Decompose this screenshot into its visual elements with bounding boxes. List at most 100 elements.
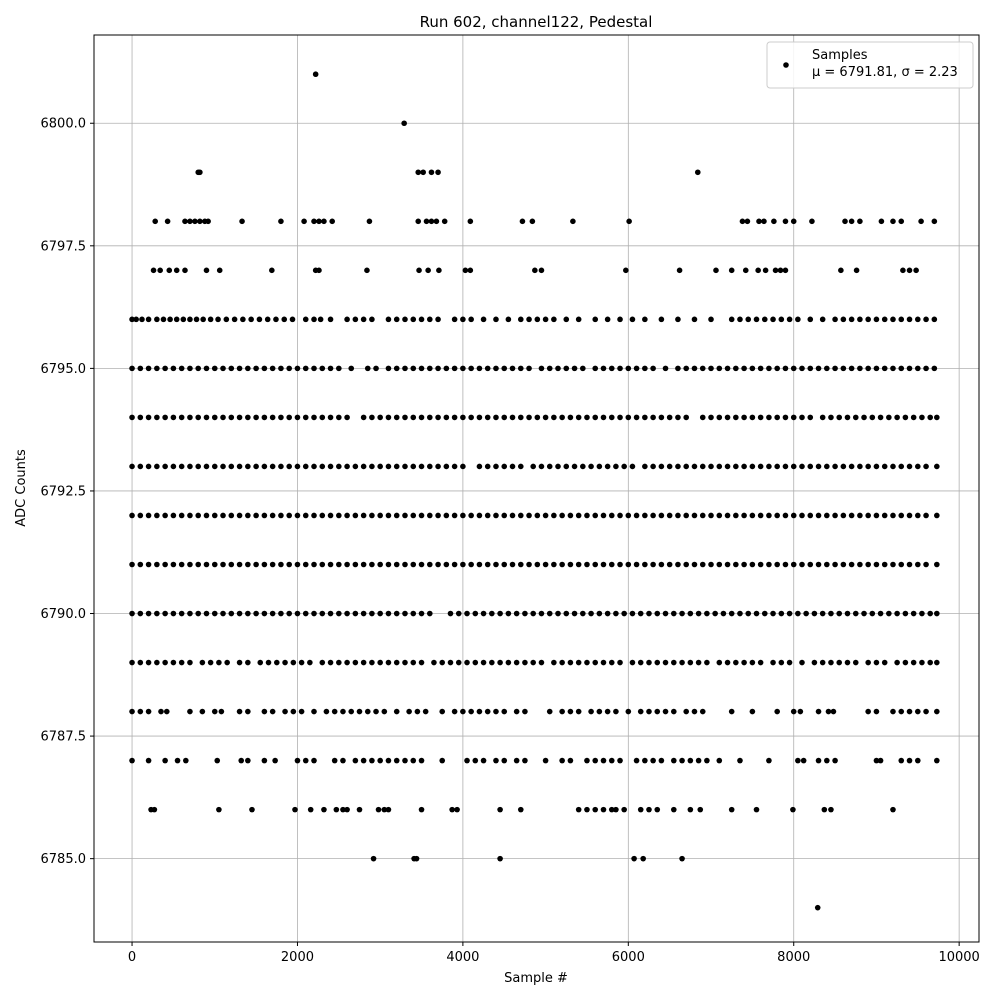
data-point [658, 757, 665, 764]
data-point [608, 512, 615, 519]
data-point [733, 365, 739, 372]
data-point [162, 610, 168, 617]
data-point [352, 463, 359, 470]
data-point [902, 414, 909, 421]
data-point [187, 561, 193, 568]
data-point [468, 512, 474, 519]
data-point [873, 659, 880, 666]
data-point [766, 757, 772, 764]
data-point [173, 316, 180, 323]
data-point [790, 463, 797, 470]
data-point [220, 463, 226, 470]
data-point [356, 806, 363, 813]
data-point [137, 561, 144, 568]
data-point [501, 365, 508, 372]
data-point [713, 267, 719, 274]
data-point [852, 414, 859, 421]
data-point [542, 414, 549, 421]
data-point [435, 169, 441, 176]
plot-frame [93, 34, 980, 943]
data-point [290, 659, 297, 666]
data-point [364, 708, 371, 715]
data-point [749, 512, 756, 519]
x-tick-label: 4000 [446, 950, 479, 965]
data-point [529, 218, 536, 225]
data-point [312, 71, 319, 78]
data-point [881, 463, 888, 470]
x-tick-label: 10000 [938, 950, 979, 965]
data-point [129, 316, 135, 323]
data-point [699, 463, 706, 470]
data-point [749, 659, 756, 666]
data-point [766, 561, 772, 568]
data-point [281, 316, 288, 323]
data-point [809, 218, 815, 225]
data-point [898, 218, 905, 225]
data-point [600, 365, 607, 372]
data-point [551, 512, 557, 519]
data-point [321, 218, 327, 225]
data-point [178, 659, 185, 666]
data-point [819, 610, 826, 617]
data-point [154, 561, 160, 568]
data-point [770, 610, 776, 617]
data-point [898, 512, 905, 519]
data-point [563, 463, 570, 470]
data-point [513, 659, 520, 666]
data-point [327, 463, 334, 470]
data-point [278, 365, 284, 372]
data-point [402, 414, 408, 421]
data-point [369, 610, 375, 617]
data-point [216, 659, 222, 666]
data-point [637, 708, 644, 715]
data-point [683, 512, 690, 519]
data-point [228, 610, 235, 617]
data-point [815, 463, 822, 470]
data-point [311, 561, 317, 568]
data-point [914, 757, 921, 764]
data-point [708, 316, 714, 323]
data-point [352, 610, 359, 617]
data-point [261, 561, 268, 568]
data-point [393, 316, 400, 323]
data-point [427, 414, 433, 421]
legend: Samples μ = 6791.81, σ = 2.23 [766, 41, 974, 89]
data-point [629, 610, 636, 617]
data-point [919, 414, 925, 421]
data-point [187, 659, 193, 666]
data-point [658, 414, 665, 421]
data-point [877, 414, 884, 421]
data-point [162, 414, 168, 421]
data-point [852, 610, 859, 617]
data-point [666, 463, 673, 470]
data-point [256, 316, 263, 323]
data-point [375, 806, 382, 813]
data-point [592, 365, 599, 372]
data-point [211, 365, 218, 372]
data-point [832, 463, 838, 470]
data-point [699, 414, 706, 421]
data-point [580, 610, 586, 617]
data-point [145, 708, 152, 715]
data-point [650, 757, 656, 764]
data-point [509, 512, 516, 519]
data-point [211, 512, 218, 519]
data-point [319, 365, 326, 372]
data-point [799, 659, 805, 666]
data-point [402, 463, 408, 470]
data-point [815, 708, 822, 715]
data-point [377, 610, 383, 617]
data-point [336, 610, 342, 617]
data-point [410, 561, 417, 568]
data-point [484, 414, 491, 421]
data-point [530, 463, 536, 470]
data-point [650, 463, 656, 470]
data-point [236, 414, 243, 421]
data-point [596, 708, 603, 715]
data-point [197, 218, 203, 225]
data-point [302, 463, 309, 470]
data-point [192, 218, 198, 225]
data-point [699, 365, 706, 372]
data-point [881, 561, 888, 568]
data-point [393, 561, 400, 568]
